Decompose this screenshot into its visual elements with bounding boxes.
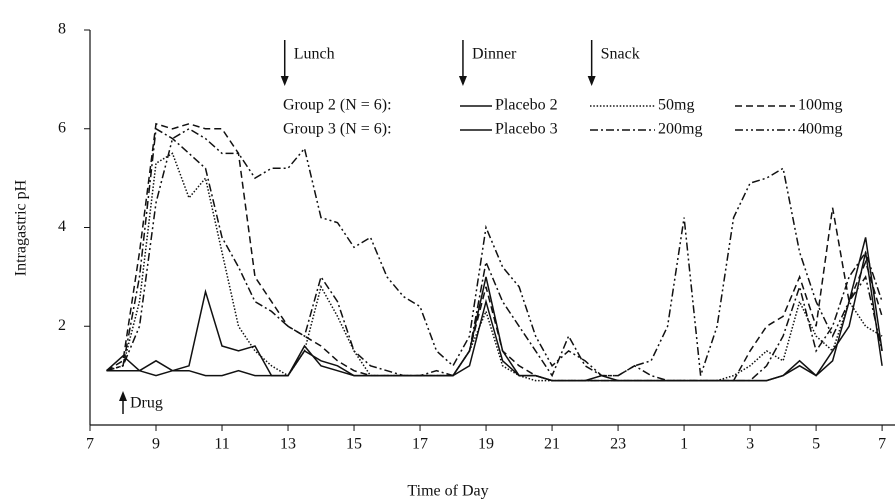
- x-tick-label: 19: [478, 436, 494, 453]
- x-tick-label: 5: [812, 436, 820, 453]
- arrow-head: [119, 391, 128, 401]
- annotation-label: Lunch: [294, 46, 335, 63]
- y-tick-label: 6: [58, 119, 66, 136]
- legend-label: 200mg: [658, 121, 702, 138]
- x-tick-label: 9: [152, 436, 160, 453]
- annotation-label: Dinner: [472, 46, 517, 63]
- legend-label: 400mg: [798, 121, 842, 138]
- x-tick-label: 1: [680, 436, 688, 453]
- x-tick-label: 15: [346, 436, 362, 453]
- legend-group-title: Group 3 (N = 6):: [283, 121, 392, 138]
- arrow-head: [280, 76, 289, 86]
- x-axis-label: Time of Day: [407, 483, 488, 500]
- legend-label: Placebo 2: [495, 97, 558, 114]
- annotation-label: Snack: [601, 46, 640, 63]
- x-tick-label: 7: [878, 436, 886, 453]
- y-axis-label: Intragastric pH: [13, 179, 30, 276]
- x-tick-label: 17: [412, 436, 428, 453]
- arrow-head: [458, 76, 467, 86]
- y-tick-label: 2: [58, 317, 66, 334]
- annotation-label: Drug: [130, 395, 163, 412]
- series-line: [106, 152, 883, 382]
- series-line: [105, 252, 883, 382]
- series-line: [106, 122, 883, 382]
- y-tick-label: 4: [58, 218, 66, 235]
- series-line: [106, 127, 883, 382]
- x-tick-label: 7: [86, 436, 94, 453]
- series-line: [106, 127, 883, 377]
- arrow-head: [587, 76, 596, 86]
- y-tick-label: 8: [58, 21, 66, 38]
- legend-group-title: Group 2 (N = 6):: [283, 97, 392, 114]
- legend-label: Placebo 3: [495, 121, 558, 138]
- legend-label: 100mg: [798, 97, 842, 114]
- series-line: [106, 237, 883, 382]
- legend-label: 50mg: [658, 97, 694, 114]
- x-tick-label: 3: [746, 436, 754, 453]
- x-tick-label: 11: [214, 436, 229, 453]
- x-tick-label: 21: [544, 436, 560, 453]
- x-tick-label: 13: [280, 436, 296, 453]
- x-tick-label: 23: [610, 436, 626, 453]
